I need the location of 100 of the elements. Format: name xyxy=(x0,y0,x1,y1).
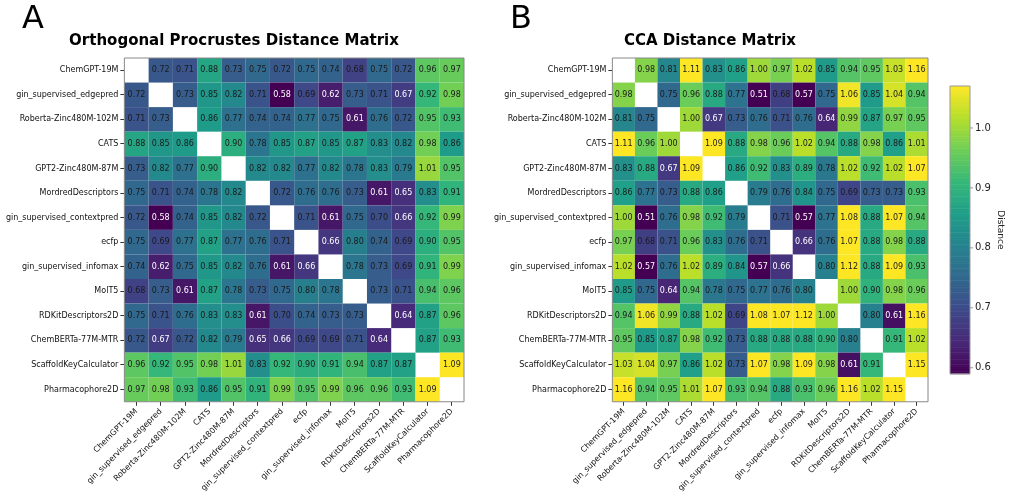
data-label: 0.73 xyxy=(345,89,364,99)
data-label: 0.88 xyxy=(772,335,791,345)
data-label: 0.83 xyxy=(370,139,388,149)
data-label: 0.83 xyxy=(614,163,633,173)
data-label: 0.69 xyxy=(840,188,858,198)
data-label: 0.77 xyxy=(297,163,316,173)
data-label: 0.75 xyxy=(727,286,746,296)
data-label: 0.78 xyxy=(200,188,219,198)
data-label: 0.72 xyxy=(394,65,413,75)
data-label: 0.95 xyxy=(659,384,678,394)
data-label: 0.92 xyxy=(418,212,437,222)
data-label: 1.12 xyxy=(795,310,813,320)
data-label: 0.74 xyxy=(248,114,267,124)
data-label: 0.81 xyxy=(614,114,633,124)
data-label: 0.58 xyxy=(273,89,291,99)
data-label: 1.07 xyxy=(772,310,791,320)
data-label: 0.76 xyxy=(795,114,813,124)
data-label: 0.61 xyxy=(321,212,340,222)
data-label: 0.67 xyxy=(394,89,413,99)
data-label: 0.94 xyxy=(418,286,437,296)
data-label: 0.75 xyxy=(817,188,836,198)
data-label: 0.89 xyxy=(795,163,813,173)
data-label: 0.72 xyxy=(127,335,146,345)
y-tick-label: Pharmacophore2D xyxy=(532,384,607,394)
data-label: 0.66 xyxy=(795,237,813,247)
data-label: 0.75 xyxy=(637,286,656,296)
data-label: 0.97 xyxy=(442,65,461,75)
data-label: 0.73 xyxy=(862,188,881,198)
data-label: 0.92 xyxy=(704,212,723,222)
y-tick-label: RDKitDescriptors2D xyxy=(527,310,607,320)
data-label: 0.99 xyxy=(840,114,858,124)
data-label: 0.75 xyxy=(127,237,146,247)
data-label: 0.77 xyxy=(224,237,243,247)
data-label: 0.78 xyxy=(224,286,243,296)
data-label: 0.79 xyxy=(750,188,768,198)
data-label: 0.78 xyxy=(345,261,364,271)
data-label: 0.71 xyxy=(273,237,291,247)
data-label: 0.96 xyxy=(442,310,461,320)
data-label: 0.76 xyxy=(659,261,678,271)
data-label: 1.06 xyxy=(637,310,656,320)
data-label: 0.74 xyxy=(370,237,388,247)
data-label: 0.87 xyxy=(297,139,316,149)
data-label: 0.99 xyxy=(659,310,678,320)
data-label: 0.86 xyxy=(704,188,723,198)
data-label: 0.78 xyxy=(817,163,836,173)
data-label: 0.97 xyxy=(127,384,146,394)
data-label: 0.98 xyxy=(200,360,219,369)
data-label: 0.73 xyxy=(659,188,678,198)
data-label: 1.07 xyxy=(885,212,904,222)
data-label: 0.98 xyxy=(682,212,701,222)
data-label: 0.57 xyxy=(795,89,813,99)
data-label: 1.06 xyxy=(840,89,858,99)
text: B xyxy=(510,0,532,37)
data-label: 0.64 xyxy=(370,335,388,345)
data-label: 0.88 xyxy=(795,335,813,345)
data-label: 1.01 xyxy=(682,384,701,394)
data-label: 0.73 xyxy=(370,286,388,296)
data-label: 0.95 xyxy=(442,237,461,247)
data-label: 0.82 xyxy=(151,163,170,173)
data-label: 0.85 xyxy=(321,139,340,149)
data-label: 0.83 xyxy=(248,360,267,369)
data-label: 0.83 xyxy=(200,310,219,320)
data-label: 0.93 xyxy=(442,114,461,124)
data-label: 0.61 xyxy=(840,360,858,369)
data-label: 0.91 xyxy=(442,188,461,198)
data-label: 0.92 xyxy=(704,335,723,345)
data-label: 0.75 xyxy=(370,65,388,75)
data-label: 0.68 xyxy=(127,286,146,296)
data-label: 1.03 xyxy=(614,360,633,369)
data-label: 0.95 xyxy=(614,335,633,345)
data-label: 0.96 xyxy=(442,286,461,296)
data-label: 0.95 xyxy=(176,360,194,369)
data-label: 0.82 xyxy=(273,163,291,173)
data-label: 0.88 xyxy=(200,65,219,75)
data-label: 0.72 xyxy=(273,65,291,75)
data-label: 0.83 xyxy=(704,237,723,247)
data-label: 1.00 xyxy=(659,139,678,149)
data-label: 1.00 xyxy=(840,286,858,296)
data-label: 0.68 xyxy=(637,237,656,247)
y-tick-label: CATS xyxy=(585,139,607,149)
data-label: 1.09 xyxy=(418,384,437,394)
data-label: 0.88 xyxy=(704,89,723,99)
data-label: 0.85 xyxy=(151,139,170,149)
data-label: 0.94 xyxy=(840,65,858,75)
data-label: 0.91 xyxy=(418,261,437,271)
data-label: 0.88 xyxy=(750,335,768,345)
y-tick-label: MordredDescriptors xyxy=(527,188,607,198)
data-label: 0.73 xyxy=(885,188,904,198)
data-label: 1.11 xyxy=(614,139,633,149)
data-label: 0.88 xyxy=(637,163,656,173)
data-label: 0.78 xyxy=(248,139,267,149)
data-label: 0.51 xyxy=(637,212,656,222)
data-label: 1.16 xyxy=(907,65,926,75)
data-label: 0.68 xyxy=(345,65,364,75)
data-label: 0.94 xyxy=(682,286,701,296)
data-label: 0.92 xyxy=(750,163,768,173)
y-tick-label: ChemGPT-19M xyxy=(547,65,607,75)
data-label: 0.86 xyxy=(885,139,904,149)
y-tick-label: ecfp xyxy=(101,237,119,247)
color-bar-label: 1.0 xyxy=(975,121,991,133)
